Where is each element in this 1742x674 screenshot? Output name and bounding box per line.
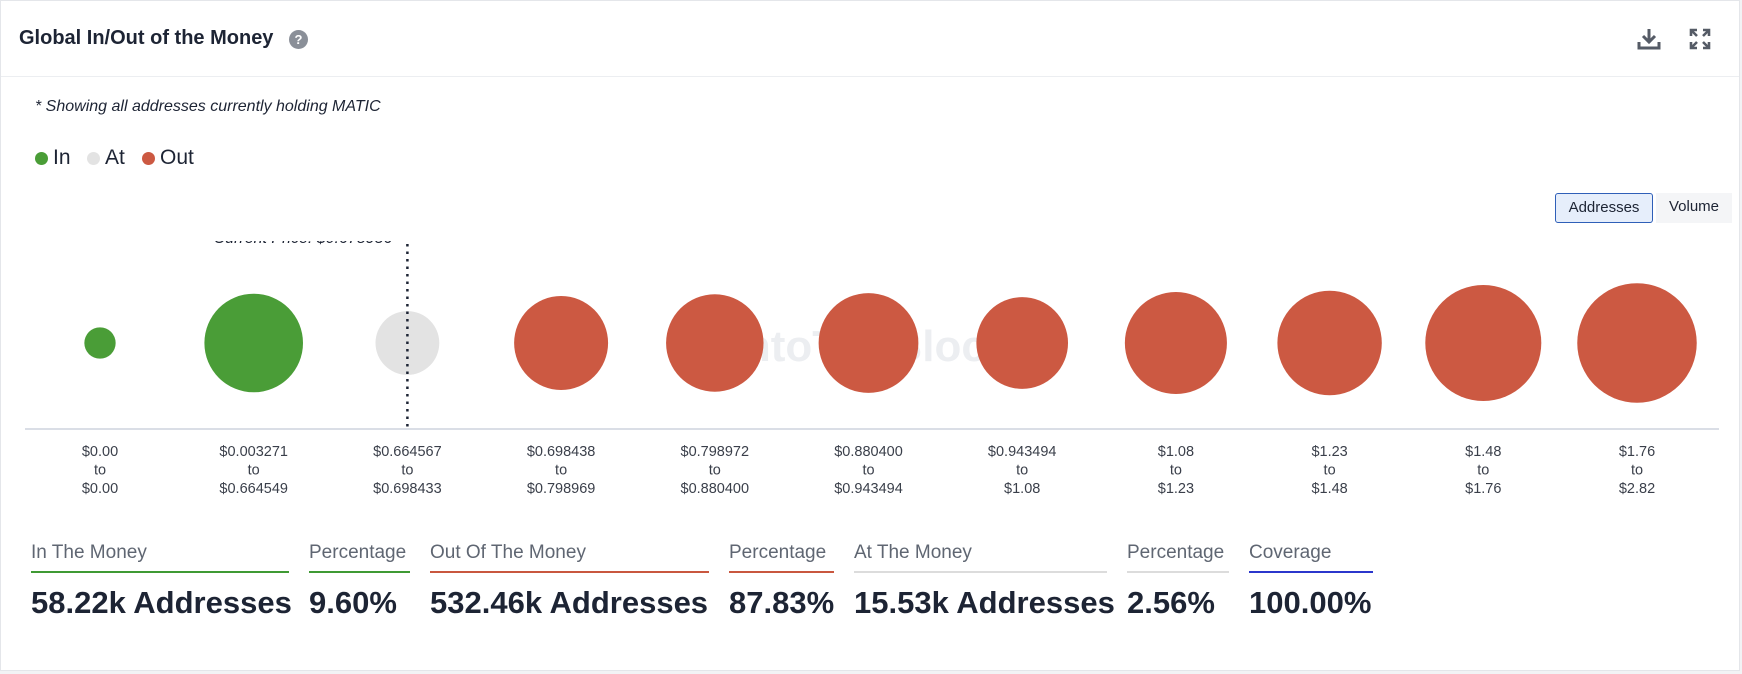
stat-label: Out Of The Money — [430, 541, 709, 573]
x-tick-label: $0.798969 — [527, 481, 596, 497]
legend-label-in: In — [53, 146, 71, 169]
stat-value: 2.56% — [1127, 585, 1215, 620]
x-tick-label: $0.698438 — [527, 444, 596, 460]
x-tick-label: $0.880400 — [834, 444, 903, 460]
x-tick-label: $1.23 — [1158, 481, 1194, 497]
x-tick-label: $0.880400 — [681, 481, 750, 497]
x-tick-label: to — [555, 463, 567, 479]
bubble-out[interactable] — [1124, 291, 1227, 395]
stat-value: 9.60% — [309, 585, 397, 620]
stat-label: Coverage — [1249, 541, 1373, 573]
x-tick-label: $0.798972 — [681, 444, 750, 460]
x-tick-label: $0.00 — [82, 481, 118, 497]
x-tick-label: $2.82 — [1619, 481, 1655, 497]
x-tick-label: $1.48 — [1311, 481, 1347, 497]
x-tick-label: to — [862, 463, 874, 479]
legend-dot-at — [87, 152, 100, 165]
bubble-out[interactable] — [818, 293, 919, 393]
bubble-out[interactable] — [1425, 285, 1542, 401]
x-tick-label: to — [1170, 463, 1182, 479]
stat-at-the-money: At The Money 15.53k Addresses — [854, 541, 1115, 621]
stat-label: Percentage — [309, 541, 410, 573]
x-tick-label: $0.00 — [82, 444, 118, 460]
legend-dot-in — [35, 152, 48, 165]
stat-value: 87.83% — [729, 585, 835, 620]
x-tick-label: $0.664567 — [373, 444, 442, 460]
stat-label: Percentage — [729, 541, 834, 573]
toggle-addresses-button[interactable]: Addresses — [1555, 193, 1653, 223]
x-tick-label: to — [709, 463, 721, 479]
x-tick-label: to — [94, 463, 106, 479]
question-circle-icon[interactable]: ? — [289, 30, 308, 49]
x-tick-label: $1.76 — [1465, 481, 1501, 497]
bubble-out[interactable] — [514, 296, 609, 390]
x-tick-label: $0.664549 — [219, 481, 288, 497]
stat-value: 58.22k Addresses — [31, 585, 292, 620]
stat-value: 100.00% — [1249, 585, 1372, 620]
x-tick-label: $0.943494 — [988, 444, 1057, 460]
toggle-volume-button[interactable]: Volume — [1656, 193, 1732, 223]
download-icon — [1637, 29, 1661, 50]
bubble-out[interactable] — [666, 294, 764, 392]
stat-value: 15.53k Addresses — [854, 585, 1115, 620]
bubble-out[interactable] — [976, 297, 1069, 389]
x-tick-label: to — [1324, 463, 1336, 479]
current-price-label: Current Price: $0.678956 — [214, 241, 393, 247]
stat-out-of-the-money: Out Of The Money 532.46k Addresses — [430, 541, 709, 621]
stat-label: In The Money — [31, 541, 289, 573]
stat-in-percentage: Percentage 9.60% — [309, 541, 410, 621]
x-tick-label: $1.48 — [1465, 444, 1501, 460]
holding-note: * Showing all addresses currently holdin… — [35, 98, 381, 115]
bubble-out[interactable] — [1277, 290, 1382, 396]
expand-icon — [1689, 28, 1711, 50]
x-tick-label: $1.08 — [1158, 444, 1194, 460]
stat-at-percentage: Percentage 2.56% — [1127, 541, 1229, 621]
legend-dot-out — [142, 152, 155, 165]
legend-label-out: Out — [160, 146, 194, 169]
bubble-in[interactable] — [84, 327, 116, 359]
bubble-out[interactable] — [1577, 283, 1697, 403]
x-tick-label: to — [1477, 463, 1489, 479]
x-tick-label: $0.003271 — [219, 444, 288, 460]
x-tick-label: to — [1631, 463, 1643, 479]
x-tick-label: to — [1016, 463, 1028, 479]
card-title: Global In/Out of the Money — [19, 27, 274, 49]
stat-value: 532.46k Addresses — [430, 585, 709, 620]
x-tick-label: $1.08 — [1004, 481, 1040, 497]
expand-button[interactable] — [1686, 25, 1714, 53]
x-tick-label: $1.23 — [1311, 444, 1347, 460]
x-tick-label: to — [248, 463, 260, 479]
stat-coverage: Coverage 100.00% — [1249, 541, 1373, 621]
legend-label-at: At — [105, 146, 125, 169]
x-tick-label: $1.76 — [1619, 444, 1655, 460]
stats-row: In The Money 58.22k Addresses Percentage… — [1, 541, 1739, 651]
bubble-chart: IntoTheBlock$0.00to$0.00$0.003271to$0.66… — [25, 241, 1719, 497]
x-tick-label: to — [401, 463, 413, 479]
x-tick-label: $0.943494 — [834, 481, 903, 497]
stat-label: Percentage — [1127, 541, 1229, 573]
stat-label: At The Money — [854, 541, 1107, 573]
x-tick-label: $0.698433 — [373, 481, 442, 497]
download-button[interactable] — [1635, 25, 1663, 53]
stat-in-the-money: In The Money 58.22k Addresses — [31, 541, 292, 621]
card-header: Global In/Out of the Money ? — [1, 1, 1739, 77]
stat-out-percentage: Percentage 87.83% — [729, 541, 834, 621]
bubble-in[interactable] — [204, 293, 303, 393]
